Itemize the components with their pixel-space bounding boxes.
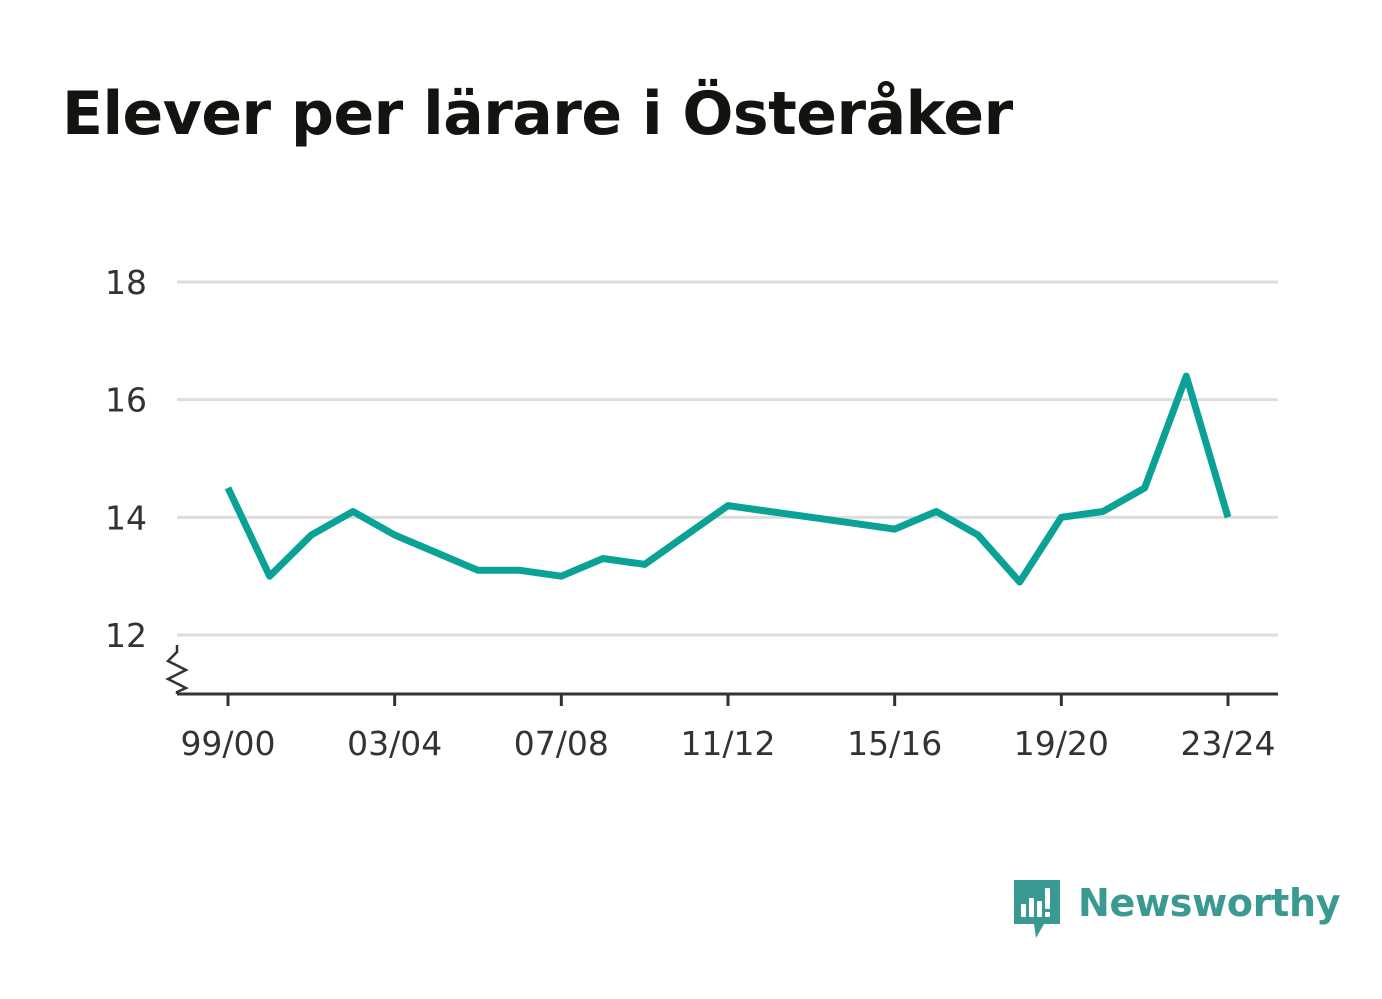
gridlines: [177, 280, 1278, 637]
y-axis-break-symbol: [165, 645, 189, 694]
brand-name: Newsworthy: [1078, 881, 1341, 925]
x-tick-label-07/08: 07/08: [514, 724, 609, 763]
series-line-0: [224, 372, 1232, 586]
x-tick-label-03/04: 03/04: [347, 724, 442, 763]
series-layer: [224, 372, 1232, 586]
x-tick-label-11/12: 11/12: [680, 724, 775, 763]
x-tick-label-15/16: 15/16: [847, 724, 942, 763]
x-axis: 99/00 03/04 07/08 11/12 15/16 19/20 23/24: [165, 645, 1278, 763]
x-tick-label-19/20: 19/20: [1014, 724, 1109, 763]
chart-title: Elever per lärare i Österåker: [62, 79, 1013, 149]
x-tick-label-99/00: 99/00: [180, 724, 275, 763]
newsworthy-logo-icon: [1014, 880, 1060, 938]
brand: Newsworthy: [1012, 878, 1341, 940]
y-tick-label-14: 14: [105, 498, 147, 537]
y-tick-label-16: 16: [105, 381, 147, 420]
x-tick-label-23/24: 23/24: [1180, 724, 1275, 763]
y-axis-tick-labels: 12 14 16 18: [105, 263, 147, 655]
y-tick-label-12: 12: [105, 616, 147, 655]
y-tick-label-18: 18: [105, 263, 147, 302]
